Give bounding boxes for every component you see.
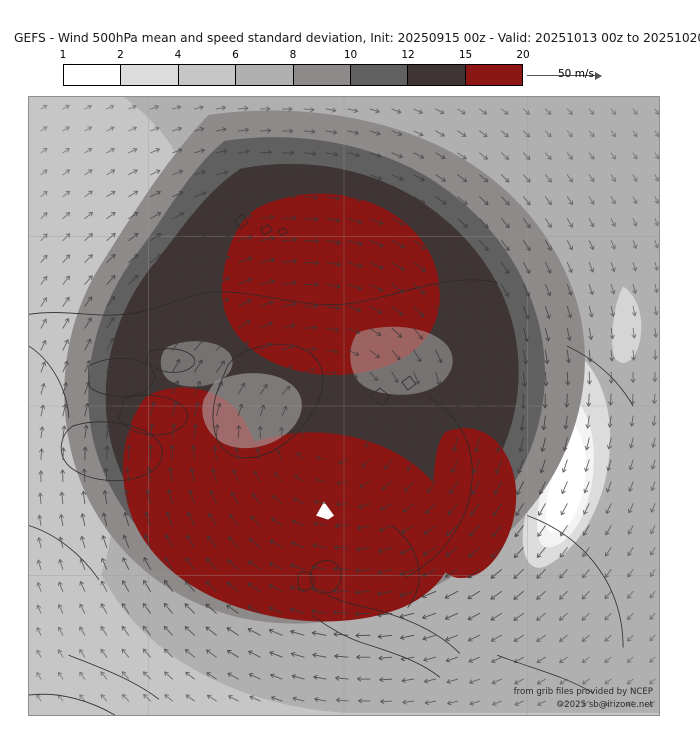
- attribution-source: from grib files provided by NCEP: [513, 687, 653, 697]
- colorbar-segment-1: [121, 65, 179, 85]
- colorbar-segments: [63, 64, 523, 86]
- reference-wind-vector: 50 m/s: [527, 64, 617, 86]
- colorbar-segment-7: [465, 65, 522, 85]
- colorbar-tick-0: 1: [59, 49, 67, 61]
- colorbar-tick-labels: 1 2 4 6 8 10 12 15 20: [59, 48, 530, 62]
- reference-vector-label: 50 m/s: [558, 68, 594, 80]
- colorbar: 1 2 4 6 8 10 12 15 20: [60, 49, 530, 86]
- colorbar-tick-8: 20: [516, 49, 530, 61]
- colorbar-tick-4: 8: [289, 49, 297, 61]
- reference-vector-arrowhead-icon: [595, 71, 602, 80]
- reference-vector-shaft: [527, 75, 601, 76]
- colorbar-segment-4: [293, 65, 351, 85]
- colorbar-tick-7: 15: [458, 49, 473, 61]
- wind-vector-layer: [36, 104, 659, 706]
- colorbar-tick-5: 10: [343, 49, 358, 61]
- colorbar-tick-2: 4: [174, 49, 182, 61]
- colorbar-segment-3: [236, 65, 294, 85]
- colorbar-segment-0: [64, 65, 122, 85]
- attribution-copyright: ©2025 sb@irizone.net: [555, 700, 653, 710]
- colorbar-tick-3: 6: [232, 49, 239, 61]
- colorbar-segment-2: [178, 65, 237, 85]
- map-canvas[interactable]: from grib files provided by NCEP ©2025 s…: [28, 96, 660, 716]
- page-title: GEFS - Wind 500hPa mean and speed standa…: [14, 31, 700, 45]
- colorbar-tick-6: 12: [401, 49, 415, 61]
- map-coastlines-layer: [29, 97, 659, 715]
- colorbar-tick-1: 2: [117, 49, 124, 61]
- colorbar-segment-5: [350, 65, 409, 85]
- colorbar-segment-6: [408, 65, 466, 85]
